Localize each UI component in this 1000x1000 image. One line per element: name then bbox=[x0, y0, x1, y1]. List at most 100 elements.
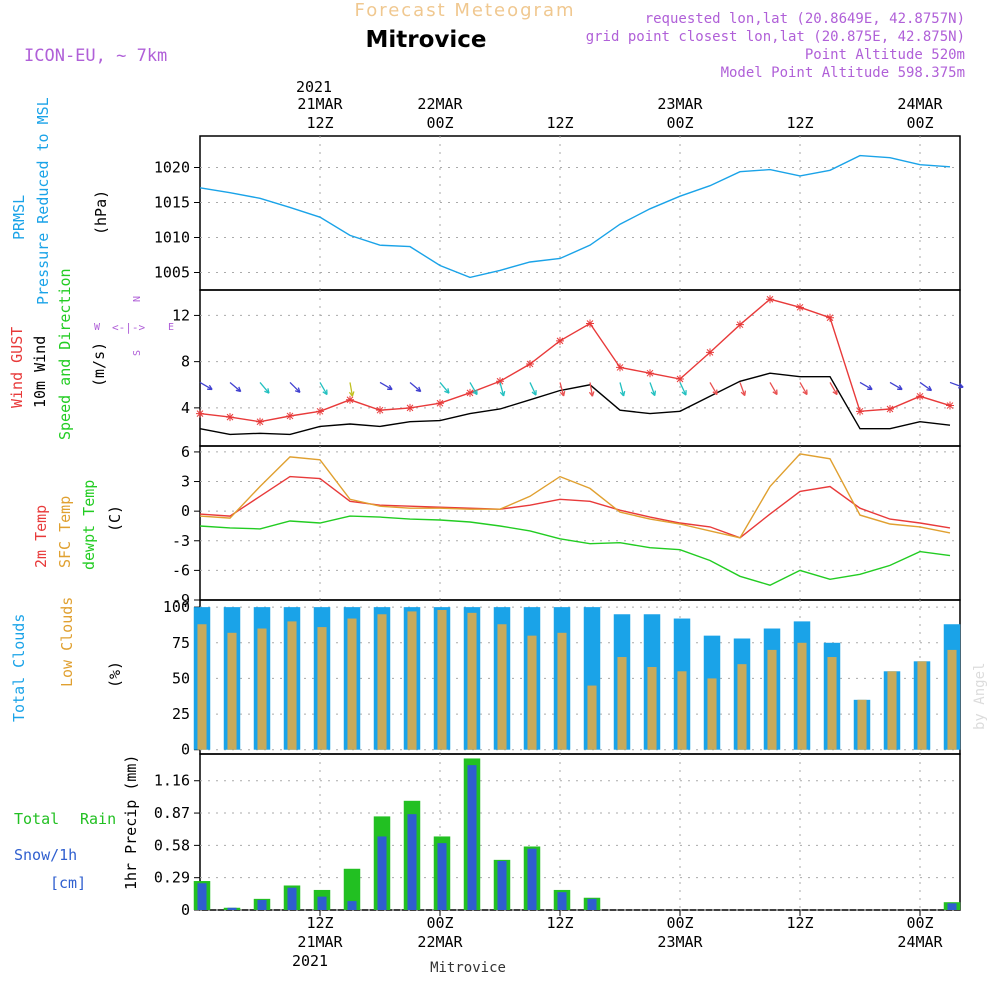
series-line-2 bbox=[199, 515, 951, 586]
compass-e: E bbox=[168, 322, 174, 333]
station-title: Mitrovice bbox=[365, 27, 486, 53]
time-label-bot1: 00Z bbox=[426, 914, 453, 932]
bar-1 bbox=[197, 624, 207, 750]
bar-1 bbox=[287, 621, 297, 750]
bar-1 bbox=[767, 649, 777, 750]
bar-1 bbox=[617, 657, 627, 750]
gust-marker bbox=[226, 413, 234, 422]
wind-arrow bbox=[559, 382, 565, 397]
model-altitude: Model Point Altitude 598.375m bbox=[721, 65, 965, 81]
gust-marker bbox=[736, 320, 744, 329]
low-clouds-label: Low Clouds bbox=[58, 597, 76, 687]
wind-arrow-head bbox=[958, 383, 964, 389]
bar-1 bbox=[647, 667, 657, 750]
wind-arrow-head bbox=[619, 390, 626, 397]
bar-1 bbox=[347, 901, 357, 910]
temp-unit: (C) bbox=[106, 505, 124, 532]
time-label-top1: 22MAR bbox=[417, 95, 463, 113]
bar-1 bbox=[707, 678, 717, 750]
bar-1 bbox=[857, 699, 867, 750]
bar-1 bbox=[197, 883, 207, 910]
ytick-label: 75 bbox=[172, 634, 190, 652]
time-label-bot1: 12Z bbox=[786, 914, 813, 932]
bar-1 bbox=[797, 642, 807, 750]
wind-arrow-head bbox=[897, 384, 903, 391]
total-rain-label-1: Total bbox=[14, 810, 59, 828]
wind-arrow bbox=[769, 382, 778, 395]
gust-marker bbox=[796, 303, 804, 312]
product-title: Forecast Meteogram bbox=[354, 0, 575, 21]
bar-1 bbox=[347, 618, 357, 750]
wind-arrow bbox=[529, 382, 537, 396]
ytick-label: 100 bbox=[163, 598, 190, 616]
bar-1 bbox=[527, 848, 537, 910]
bar-1 bbox=[557, 632, 567, 750]
gust-marker bbox=[826, 313, 834, 322]
wind-arrow-head bbox=[926, 385, 933, 392]
ytick-label: 8 bbox=[181, 353, 190, 371]
ytick-label: 0.58 bbox=[154, 836, 190, 854]
time-label-bot1: 12Z bbox=[306, 914, 333, 932]
bar-1 bbox=[377, 836, 387, 910]
snow-unit: [cm] bbox=[50, 874, 86, 892]
ytick-label: -6 bbox=[172, 561, 190, 579]
ytick-label: 3 bbox=[181, 473, 190, 491]
time-label-top2: 00Z bbox=[426, 114, 453, 132]
ytick-label: 12 bbox=[172, 306, 190, 324]
wind-arrow bbox=[889, 381, 903, 391]
pressure-label-prmsl: PRMSL bbox=[10, 195, 28, 240]
time-label-top2: 12Z bbox=[306, 114, 333, 132]
dewpt-label: dewpt Temp bbox=[80, 480, 98, 570]
svg-text:<-|->: <-|-> bbox=[112, 321, 145, 334]
wind-label: 10m Wind bbox=[31, 336, 49, 408]
wind-arrow bbox=[709, 382, 718, 395]
bar-1 bbox=[917, 661, 927, 750]
gust-marker bbox=[856, 407, 864, 416]
wind-arrow-head bbox=[588, 391, 595, 397]
bar-1 bbox=[257, 628, 267, 750]
panel-2: -9 -6 -3 0 3 6 bbox=[172, 443, 961, 609]
bar-1 bbox=[467, 612, 477, 750]
time-label-bot2: 21MAR bbox=[297, 933, 343, 951]
bar-1 bbox=[437, 843, 447, 910]
bar-1 bbox=[587, 898, 597, 910]
bar-1 bbox=[827, 657, 837, 750]
time-label-top2: 00Z bbox=[906, 114, 933, 132]
clouds-unit: (%) bbox=[106, 661, 124, 688]
model-label: ICON-EU, ~ 7km bbox=[24, 46, 167, 66]
bar-1 bbox=[887, 671, 897, 750]
wind-arrow bbox=[859, 381, 873, 391]
ytick-label: 1015 bbox=[154, 194, 190, 212]
wind-arrow bbox=[619, 382, 625, 397]
wind-arrow bbox=[319, 382, 328, 395]
wind-arrow bbox=[919, 381, 932, 392]
bar-1 bbox=[257, 899, 267, 910]
gust-marker bbox=[496, 377, 504, 386]
total-rain-label-2: Rain bbox=[80, 810, 116, 828]
bar-1 bbox=[557, 892, 567, 910]
wind-arrow bbox=[739, 382, 746, 396]
gust-marker bbox=[676, 374, 684, 383]
ytick-label: 0 bbox=[181, 741, 190, 759]
bar-1 bbox=[317, 896, 327, 910]
ytick-label: 0.87 bbox=[154, 804, 190, 822]
wind-arrow bbox=[439, 382, 450, 394]
time-label-bot2: 23MAR bbox=[657, 933, 703, 951]
ytick-label: -9 bbox=[172, 591, 190, 609]
wind-arrow-head bbox=[348, 391, 355, 397]
ytick-label: 50 bbox=[172, 669, 190, 687]
point-altitude: Point Altitude 520m bbox=[805, 47, 965, 63]
gust-marker bbox=[346, 395, 354, 404]
time-label-top2: 00Z bbox=[666, 114, 693, 132]
wind-arrow-head bbox=[650, 390, 657, 397]
wind-arrow-head bbox=[802, 389, 808, 396]
wind-arrow bbox=[829, 382, 838, 395]
time-label-bot1: 00Z bbox=[666, 914, 693, 932]
series-line-1 bbox=[199, 372, 951, 436]
wind-arrow-head bbox=[322, 389, 328, 396]
panel-1: 4 8 12 bbox=[172, 289, 964, 447]
wind-arrow-head bbox=[387, 384, 393, 391]
bar-1 bbox=[467, 765, 477, 910]
wind-arrow bbox=[949, 381, 964, 388]
bar-1 bbox=[947, 903, 957, 910]
